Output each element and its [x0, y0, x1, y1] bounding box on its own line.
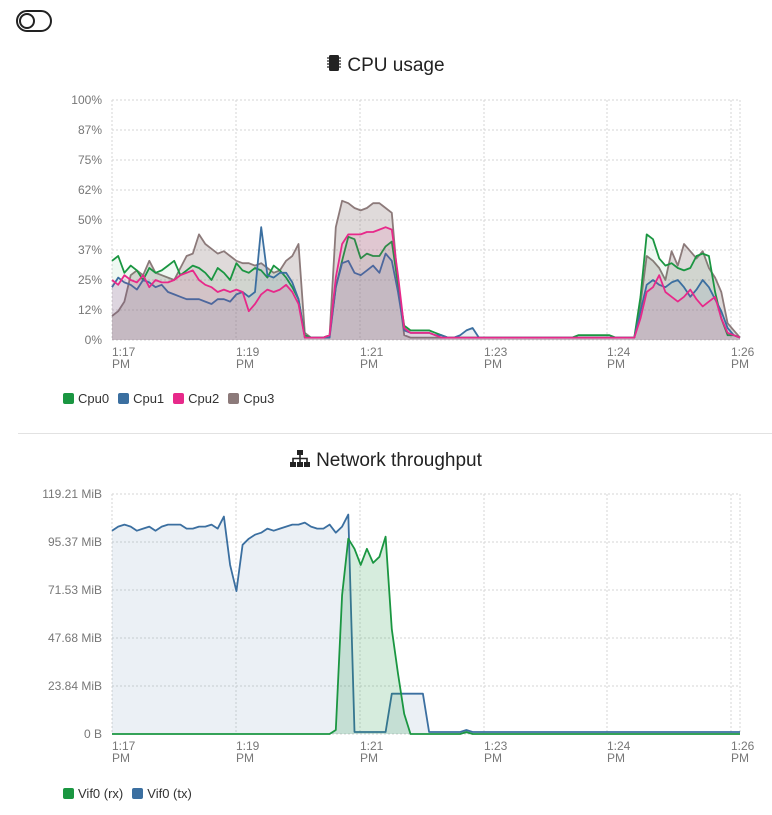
y-tick-label: 71.53 MiB: [48, 583, 102, 597]
x-tick-label-ampm: PM: [607, 751, 625, 765]
cpu-usage-chart: 0%12%25%37%50%62%75%87%100%1:17PM1:19PM1…: [71, 93, 755, 371]
network-throughput-chart: 0 B 23.84 MiB 47.68 MiB 71.53 MiB 95.37 MiB 1…: [42, 487, 755, 765]
legend-label: Vif0 (rx): [78, 786, 124, 801]
x-tick-label: 1:21: [360, 345, 384, 359]
network-chart-title: Network throughput: [0, 450, 772, 473]
x-tick-label: 1:21: [360, 739, 384, 753]
section-divider: [18, 433, 772, 434]
series-area-cpu3: [112, 200, 740, 340]
series-line-cpu2: [111, 226, 741, 339]
legend-swatch: [118, 393, 130, 404]
series-area-cpu2: [112, 227, 740, 340]
y-tick-label: 25%: [78, 273, 102, 287]
x-tick-label-ampm: PM: [236, 357, 254, 371]
x-tick-label: 1:17: [112, 345, 136, 359]
x-tick-label-ampm: PM: [731, 751, 749, 765]
legend-item-vif0-rx[interactable]: Vif0 (rx): [63, 786, 123, 801]
x-tick-label: 1:24: [607, 739, 631, 753]
legend-label: Cpu1: [133, 391, 165, 406]
x-tick-label: 1:24: [607, 345, 631, 359]
y-tick-label: 37%: [78, 243, 102, 257]
network-icon: [290, 450, 311, 473]
network-legend: Vif0 (rx) Vif0 (tx): [63, 786, 201, 801]
cpu-chart-title: CPU usage: [0, 54, 772, 78]
cpu-legend: Cpu0 Cpu1 Cpu2 Cpu3: [63, 391, 283, 406]
series-area-cpu0: [112, 234, 740, 340]
x-tick-label: 1:23: [484, 345, 508, 359]
y-tick-label: 0 B: [84, 727, 102, 741]
network-title-text: Network throughput: [316, 450, 482, 471]
x-tick-label-ampm: PM: [360, 751, 378, 765]
series-area-cpu1: [112, 227, 740, 340]
x-tick-label: 1:23: [484, 739, 508, 753]
x-tick-label: 1:19: [236, 739, 260, 753]
x-tick-label: 1:26: [731, 739, 755, 753]
legend-label: Cpu0: [78, 391, 110, 406]
y-tick-label: 75%: [78, 153, 102, 167]
series-line-vif0-tx: [111, 513, 740, 733]
y-tick-label: 62%: [78, 183, 102, 197]
x-tick-label-ampm: PM: [112, 357, 130, 371]
x-tick-label-ampm: PM: [484, 751, 502, 765]
legend-item-cpu0[interactable]: Cpu0: [63, 391, 109, 406]
x-tick-label: 1:17: [112, 739, 136, 753]
x-tick-label: 1:19: [236, 345, 260, 359]
y-tick-label: 119.21 MiB: [42, 487, 102, 501]
x-tick-label-ampm: PM: [731, 357, 749, 371]
y-tick-label: 50%: [78, 213, 102, 227]
y-tick-label: 95.37 MiB: [48, 535, 102, 549]
y-tick-label: 47.68 MiB: [48, 631, 102, 645]
x-tick-label: 1:26: [731, 345, 755, 359]
y-tick-label: 0%: [85, 333, 103, 347]
cpu-icon: [327, 54, 342, 78]
legend-label: Vif0 (tx): [147, 786, 192, 801]
y-tick-label: 100%: [71, 93, 102, 107]
x-tick-label-ampm: PM: [112, 751, 130, 765]
cpu-title-text: CPU usage: [347, 55, 445, 76]
y-tick-label: 12%: [78, 303, 102, 317]
series-area-vif0-tx: [112, 514, 740, 734]
y-tick-label: 87%: [78, 123, 102, 137]
legend-item-cpu3[interactable]: Cpu3: [228, 391, 274, 406]
toggle-icon[interactable]: [16, 10, 52, 32]
legend-label: Cpu2: [188, 391, 220, 406]
legend-item-cpu1[interactable]: Cpu1: [118, 391, 164, 406]
x-tick-label-ampm: PM: [607, 357, 625, 371]
series-line-vif0-rx: [112, 535, 740, 735]
legend-swatch: [63, 393, 74, 404]
legend-label: Cpu3: [243, 391, 275, 406]
x-tick-label-ampm: PM: [360, 357, 378, 371]
legend-swatch: [228, 393, 240, 404]
legend-swatch: [132, 788, 144, 799]
x-tick-label-ampm: PM: [236, 751, 254, 765]
legend-swatch: [173, 393, 185, 404]
legend-item-vif0-tx[interactable]: Vif0 (tx): [132, 786, 192, 801]
x-tick-label-ampm: PM: [484, 357, 502, 371]
legend-swatch: [63, 788, 74, 799]
legend-item-cpu2[interactable]: Cpu2: [173, 391, 219, 406]
y-tick-label: 23.84 MiB: [48, 679, 102, 693]
